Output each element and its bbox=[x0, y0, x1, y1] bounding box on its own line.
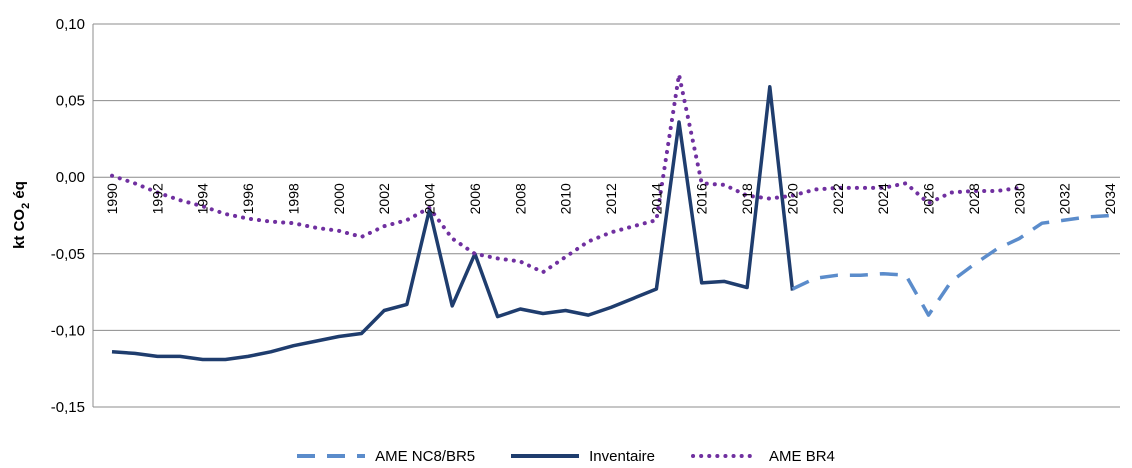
x-tick-label: 2028 bbox=[966, 183, 982, 214]
x-tick-label: 2006 bbox=[467, 183, 483, 214]
line-chart: 0,10 0,05 0,00 -0,05 -0,10 -0,15 1990 1992 1994… bbox=[11, 16, 1120, 416]
legend-label-inventaire: Inventaire bbox=[589, 447, 656, 465]
x-tick-label: 2014 bbox=[648, 183, 664, 214]
x-tick-label: 2020 bbox=[784, 183, 800, 214]
y-axis-label: kt CO2 éq bbox=[11, 181, 32, 249]
legend-key-dashed bbox=[297, 454, 366, 458]
x-tick-label: 1998 bbox=[285, 183, 301, 214]
y-tick-label: 0,00 bbox=[56, 169, 85, 186]
x-tick-label: 2032 bbox=[1057, 183, 1073, 214]
x-tick-label: 2002 bbox=[376, 183, 392, 214]
legend-label-ame-nc8-br5: AME NC8/BR5 bbox=[375, 447, 476, 465]
y-tick-label: 0,10 bbox=[56, 16, 85, 33]
y-axis-label-subscript: 2 bbox=[20, 203, 32, 209]
x-axis-ticks: 1990 1992 1994 1996 1998 2000 2002 2004 2006 2008… bbox=[104, 183, 1118, 214]
y-tick-label: -0,15 bbox=[51, 399, 85, 416]
x-tick-label: 1992 bbox=[149, 183, 165, 214]
series-line-inventaire bbox=[111, 85, 795, 362]
x-tick-label: 1990 bbox=[104, 183, 120, 214]
y-tick-label: -0,05 bbox=[51, 246, 85, 263]
y-tick-label: 0,05 bbox=[56, 93, 85, 110]
x-tick-label: 2022 bbox=[830, 183, 846, 214]
legend-item-ame-nc8-br5: AME NC8/BR5 bbox=[297, 448, 475, 465]
x-tick-label: 2026 bbox=[921, 183, 937, 214]
y-axis-label-tail: éq bbox=[11, 181, 28, 203]
legend-key-solid bbox=[511, 454, 580, 458]
legend-key-dotted bbox=[691, 454, 760, 458]
legend-label-ame-br4: AME BR4 bbox=[769, 447, 835, 465]
legend-item-ame-br4: AME BR4 bbox=[691, 448, 835, 465]
series-line-ame-nc8-br5 bbox=[791, 213, 1111, 317]
y-axis-label-main: kt CO bbox=[11, 209, 28, 249]
x-tick-label: 2008 bbox=[512, 183, 528, 214]
x-tick-label: 1994 bbox=[195, 183, 211, 214]
x-tick-label: 2016 bbox=[694, 183, 710, 214]
x-tick-label: 1996 bbox=[240, 183, 256, 214]
series-line-ame-br4 bbox=[110, 72, 1022, 275]
x-tick-label: 2000 bbox=[331, 183, 347, 214]
x-tick-label: 2034 bbox=[1102, 183, 1118, 214]
legend: AME NC8/BR5 Inventaire AME BR4 bbox=[0, 444, 1132, 468]
x-tick-label: 2010 bbox=[558, 183, 574, 214]
y-axis-ticks: 0,10 0,05 0,00 -0,05 -0,10 -0,15 bbox=[51, 16, 85, 416]
x-tick-label: 2012 bbox=[603, 183, 619, 214]
x-tick-label: 2024 bbox=[875, 183, 891, 214]
y-tick-label: -0,10 bbox=[51, 322, 85, 339]
legend-item-inventaire: Inventaire bbox=[511, 448, 655, 465]
x-tick-label: 2018 bbox=[739, 183, 755, 214]
gridlines bbox=[93, 23, 1120, 408]
x-tick-label: 2004 bbox=[422, 183, 438, 214]
series-layer bbox=[110, 72, 1111, 362]
x-tick-label: 2030 bbox=[1011, 183, 1027, 214]
